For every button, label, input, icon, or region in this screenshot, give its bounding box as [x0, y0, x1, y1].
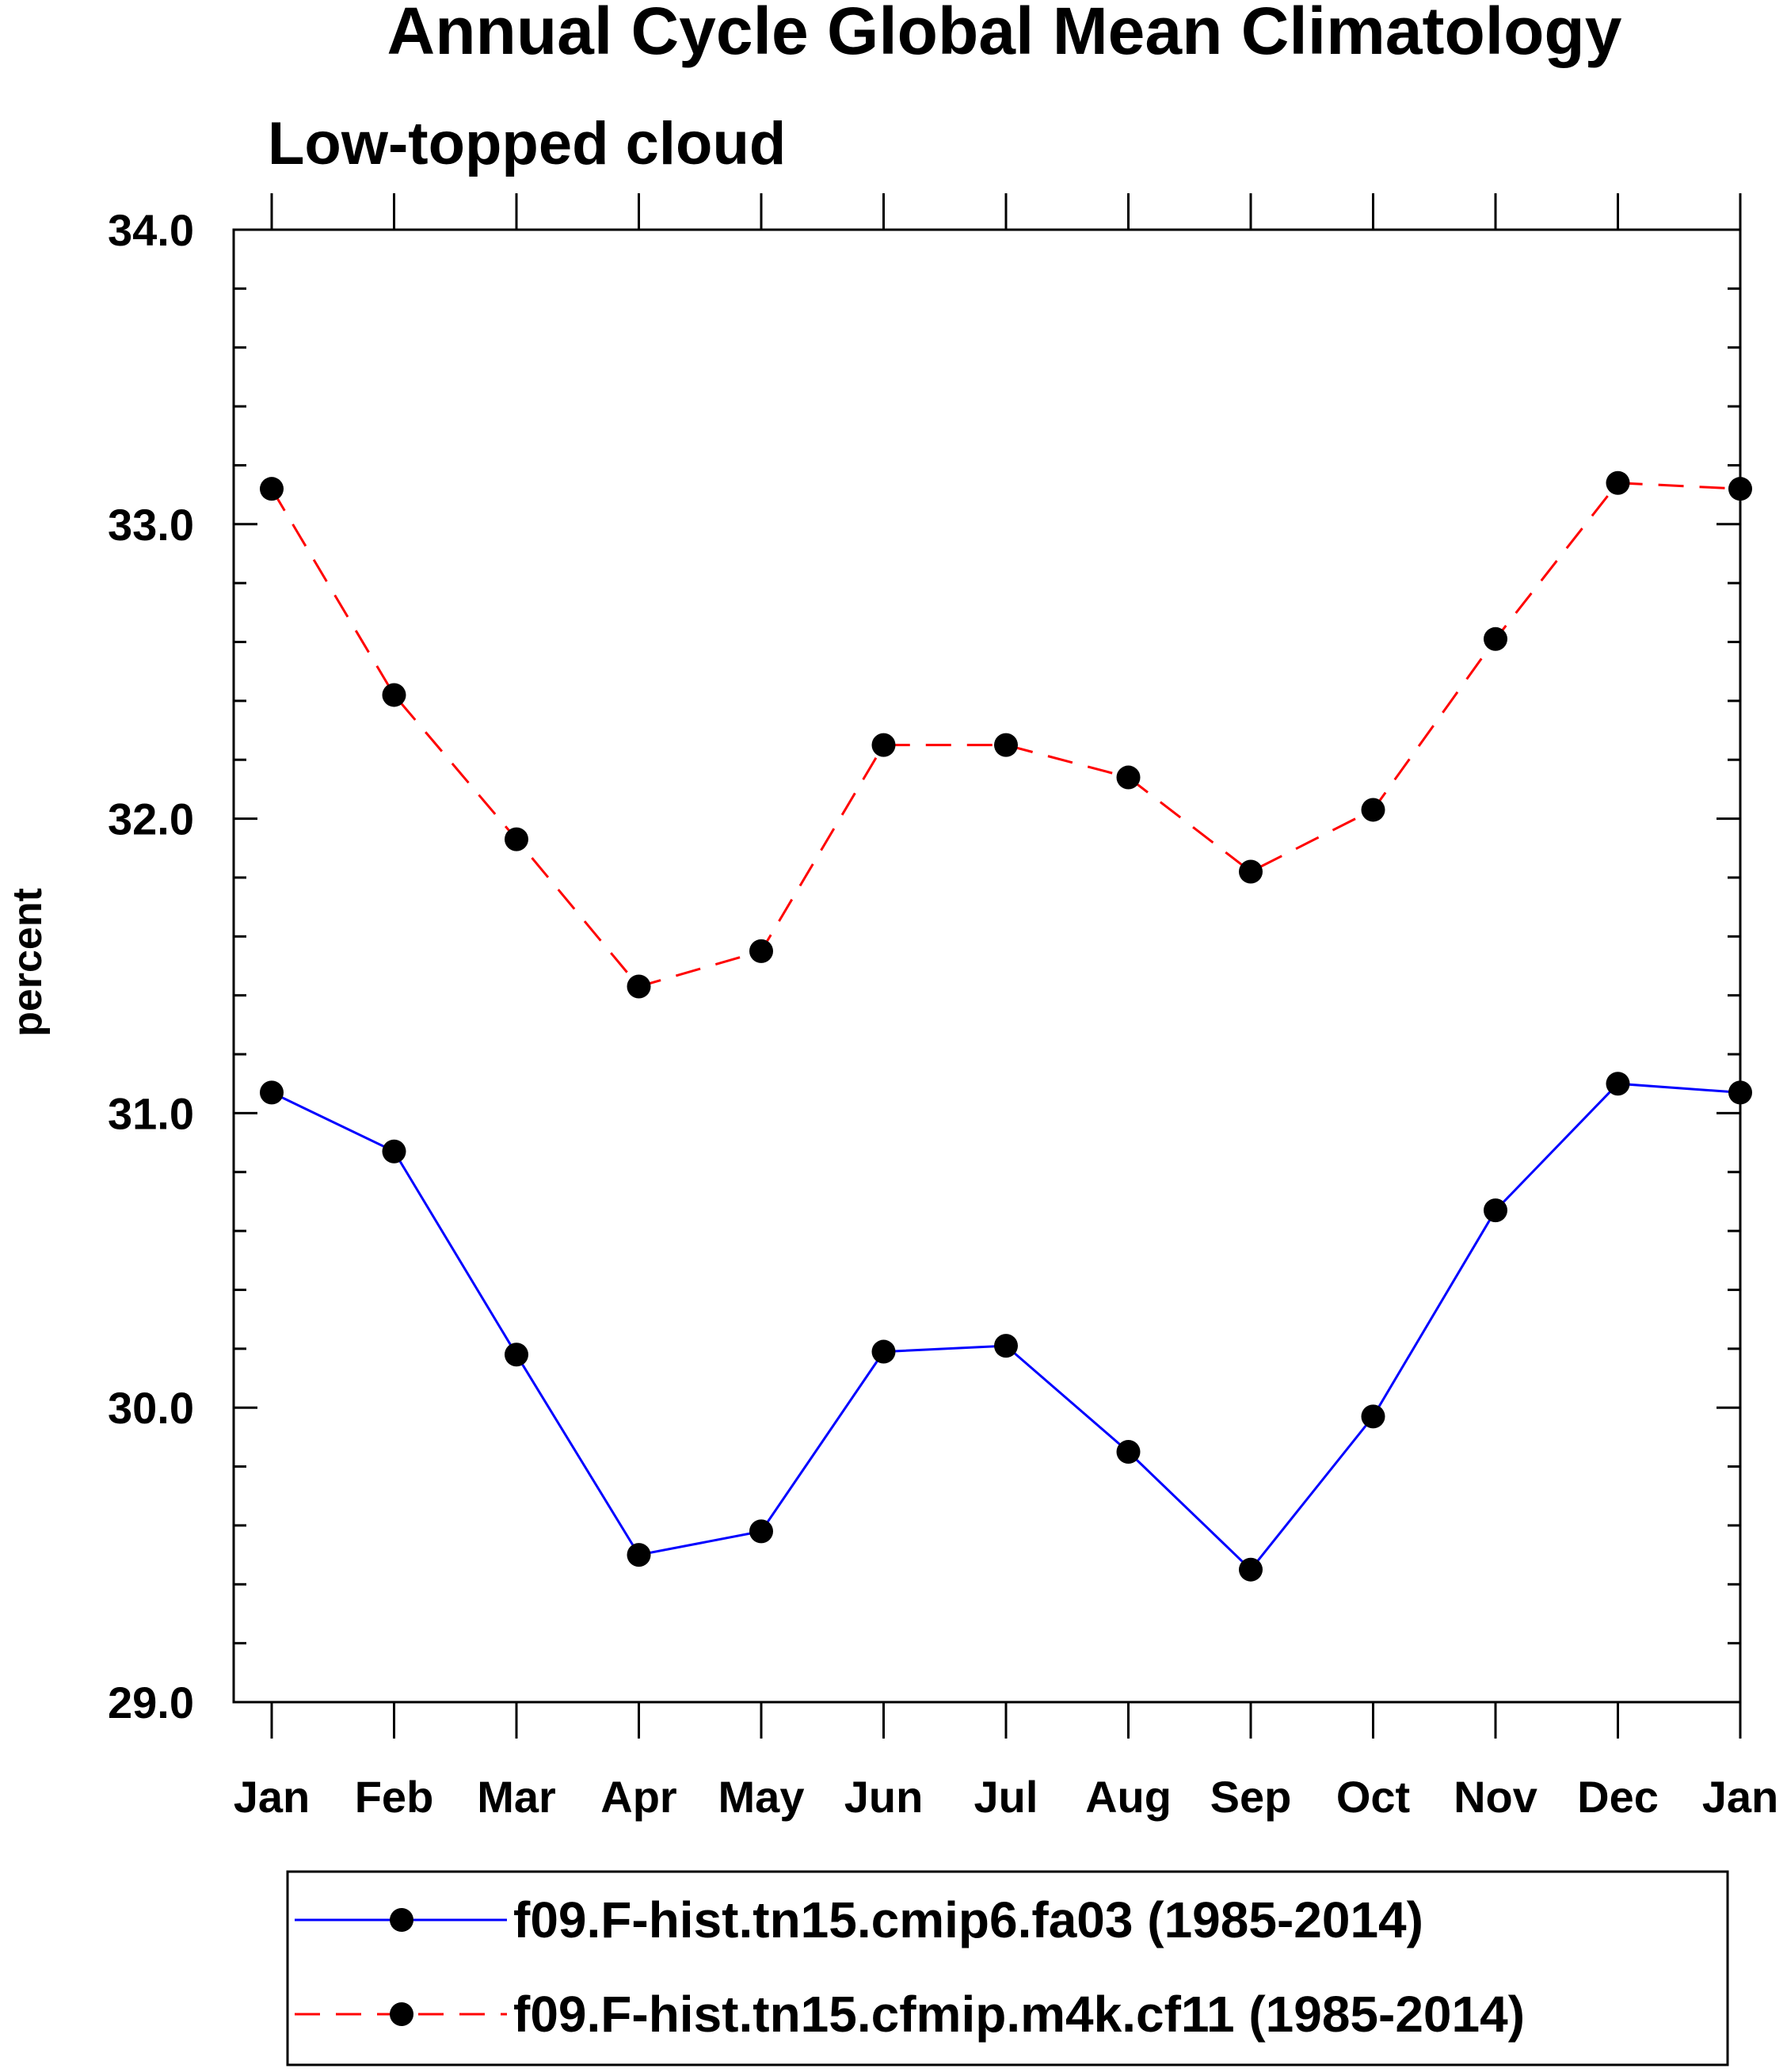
x-tick-label: Feb	[355, 1772, 434, 1822]
series-layer	[260, 470, 1752, 1582]
data-point	[871, 1339, 896, 1364]
data-point	[260, 1080, 284, 1105]
data-point	[1116, 1439, 1141, 1464]
series-2	[260, 470, 1752, 999]
data-point	[1239, 859, 1263, 884]
data-point	[871, 733, 896, 757]
data-point	[994, 1334, 1018, 1358]
data-point	[749, 1519, 773, 1544]
data-point	[382, 1139, 406, 1164]
data-point	[1606, 470, 1630, 495]
x-tick-label: Jan	[1702, 1772, 1779, 1822]
data-point	[505, 827, 528, 851]
data-point	[1728, 477, 1752, 501]
y-axis-label: percent	[5, 888, 51, 1037]
data-point	[260, 477, 284, 501]
legend-label: f09.F-hist.tn15.cmip6.fa03 (1985-2014)	[513, 1891, 1423, 1948]
legend-label: f09.F-hist.tn15.cfmip.m4k.cf11 (1985-201…	[513, 1986, 1525, 2043]
data-point	[1484, 627, 1507, 651]
series-line	[271, 1082, 1741, 1571]
x-tick-label: Sep	[1210, 1772, 1292, 1822]
plot-frame	[232, 228, 1742, 1704]
legend: f09.F-hist.tn15.cmip6.fa03 (1985-2014) f0…	[286, 1870, 1729, 2066]
data-point	[1484, 1198, 1507, 1223]
data-point	[505, 1343, 528, 1367]
x-tick-label: Aug	[1085, 1772, 1172, 1822]
data-point	[1606, 1072, 1630, 1096]
x-tick-label: Jan	[234, 1772, 311, 1822]
chart-subtitle: Low-topped cloud	[268, 110, 786, 177]
chart-title: Annual Cycle Global Mean Climatology	[387, 0, 1622, 68]
legend-marker	[390, 1908, 413, 1932]
plot-axes: 29.0 30.0 31.0 32.0 33.0 34.0 Jan Feb Mar Apr May J…	[108, 193, 1778, 1822]
x-tick-label: Mar	[477, 1772, 556, 1822]
data-point	[1728, 1080, 1752, 1105]
y-tick-label: 34.0	[108, 205, 194, 255]
x-tick-label: Nov	[1454, 1772, 1537, 1822]
data-point	[1361, 1404, 1385, 1429]
data-point	[749, 939, 773, 963]
x-tick-label: Jun	[844, 1772, 924, 1822]
data-point	[994, 733, 1018, 757]
x-tick-label: Apr	[600, 1772, 676, 1822]
data-point	[627, 974, 651, 999]
data-point	[1361, 798, 1385, 822]
y-tick-label: 29.0	[108, 1678, 194, 1727]
x-tick-label: Jul	[974, 1772, 1038, 1822]
x-tick-label: Oct	[1336, 1772, 1410, 1822]
y-tick-label: 32.0	[108, 794, 194, 844]
y-tick-label: 31.0	[108, 1088, 194, 1138]
x-tick-label: Dec	[1577, 1772, 1659, 1822]
data-point	[1239, 1557, 1263, 1582]
legend-box	[286, 1870, 1729, 2066]
x-tick-label: May	[718, 1772, 805, 1822]
y-tick-label: 30.0	[108, 1383, 194, 1433]
data-point	[627, 1543, 651, 1567]
legend-marker	[390, 2002, 413, 2026]
y-tick-label: 33.0	[108, 500, 194, 550]
series-1	[260, 1072, 1752, 1582]
data-point	[1116, 765, 1141, 790]
data-point	[382, 683, 406, 707]
